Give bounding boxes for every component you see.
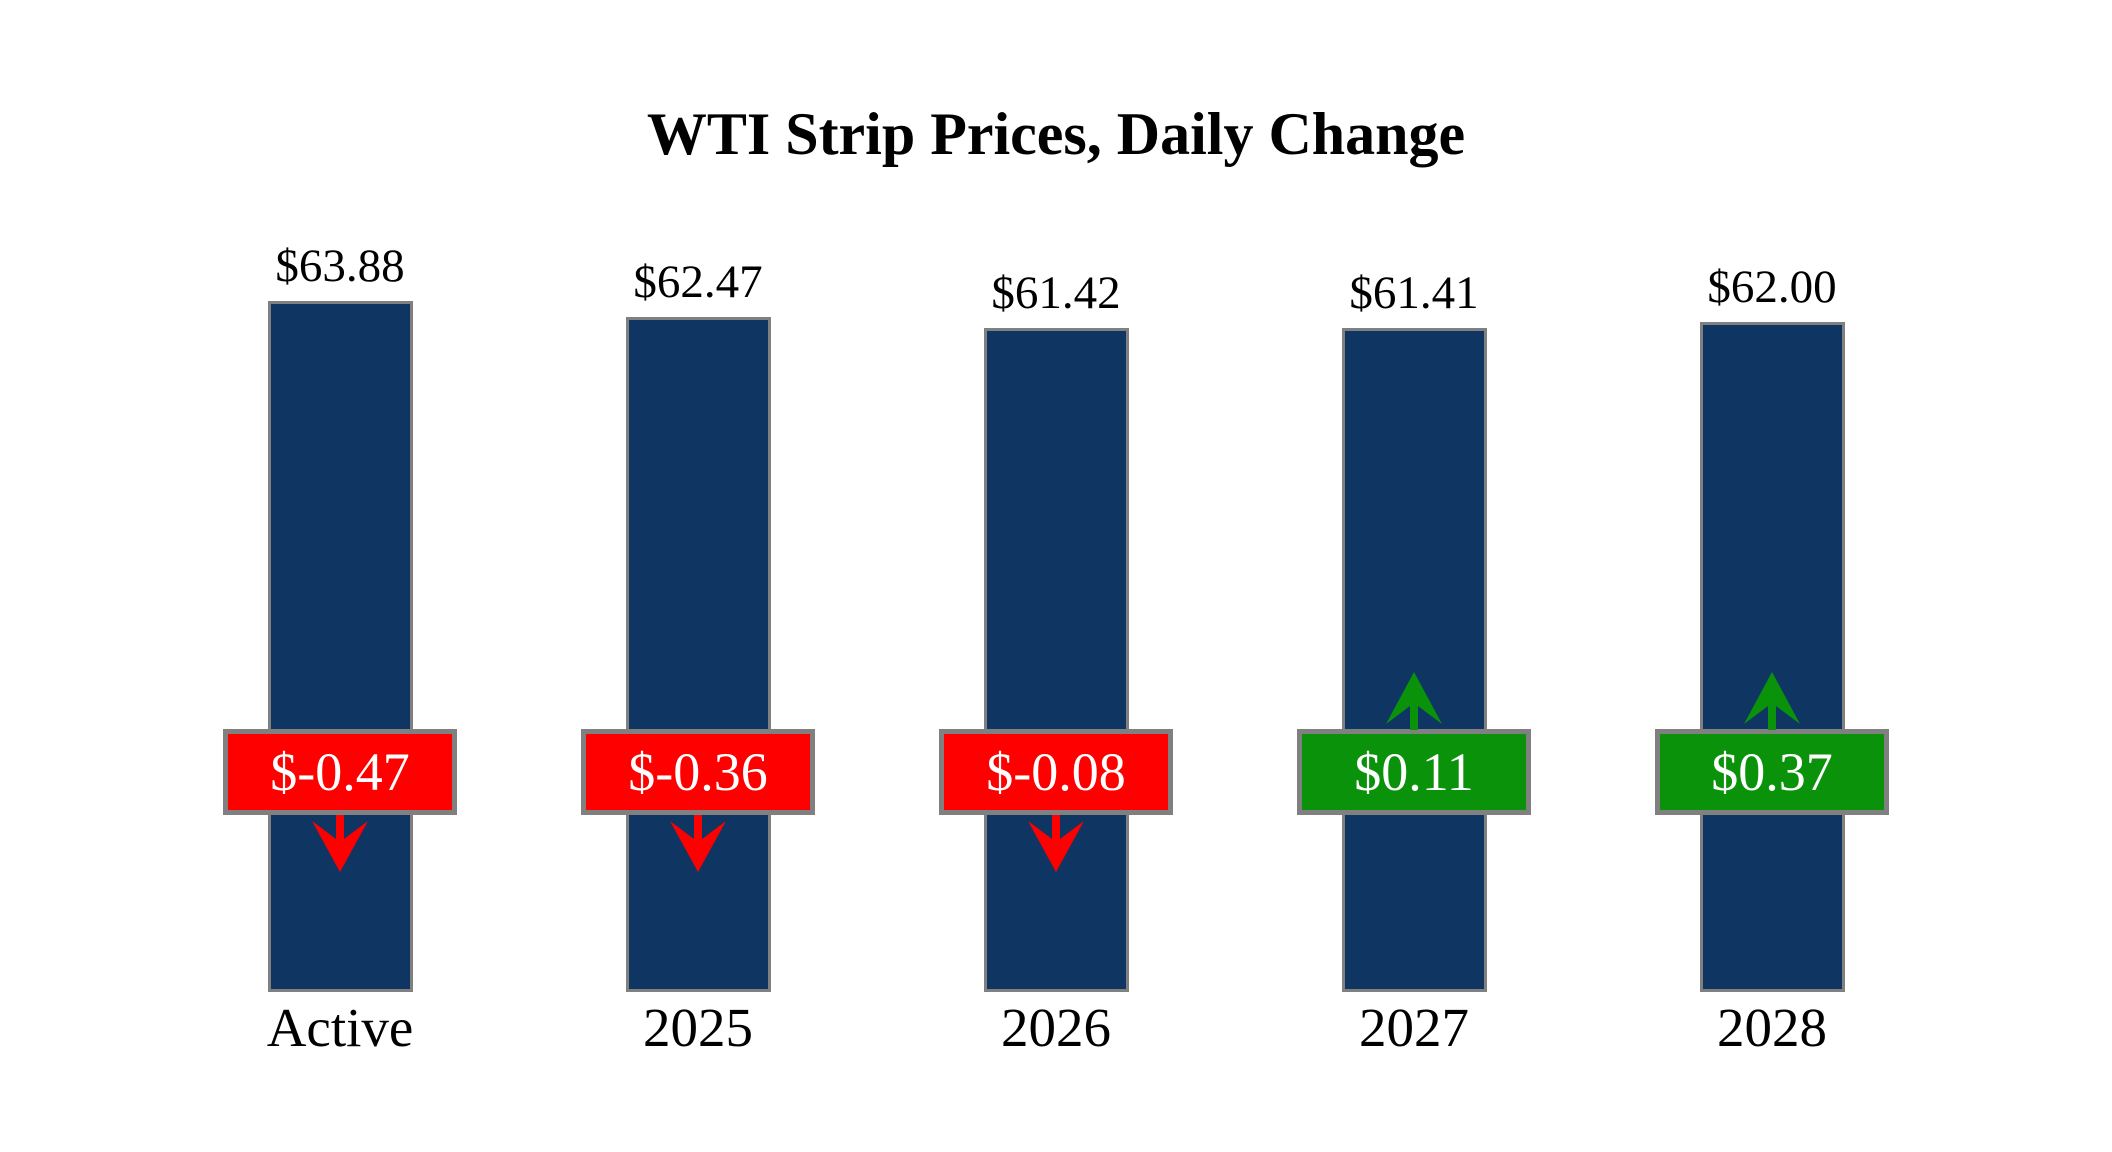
price-label: $61.41 <box>1349 267 1479 319</box>
change-badge: $-0.08 <box>939 729 1173 815</box>
up-arrow-icon <box>1744 672 1800 730</box>
bar <box>626 317 771 992</box>
category-label: 2025 <box>643 997 753 1058</box>
category-label: Active <box>266 997 414 1058</box>
change-badge: $0.37 <box>1655 729 1889 815</box>
down-arrow-icon <box>312 815 368 872</box>
price-label: $62.47 <box>633 256 763 308</box>
bar <box>1342 328 1487 992</box>
down-arrow-icon <box>670 815 726 872</box>
price-label: $61.42 <box>991 267 1121 319</box>
chart-title: WTI Strip Prices, Daily Change <box>646 101 1466 167</box>
category-label: 2028 <box>1717 997 1827 1058</box>
price-label: $62.00 <box>1707 261 1837 313</box>
change-badge: $0.11 <box>1297 729 1531 815</box>
up-arrow-icon <box>1386 672 1442 730</box>
down-arrow-icon <box>1028 815 1084 872</box>
category-label: 2027 <box>1359 997 1469 1058</box>
category-label: 2026 <box>1001 997 1111 1058</box>
change-badge: $-0.47 <box>223 729 457 815</box>
bar <box>1700 322 1845 992</box>
change-badge: $-0.36 <box>581 729 815 815</box>
bar <box>268 301 413 992</box>
price-label: $63.88 <box>275 240 405 292</box>
bar <box>984 328 1129 992</box>
